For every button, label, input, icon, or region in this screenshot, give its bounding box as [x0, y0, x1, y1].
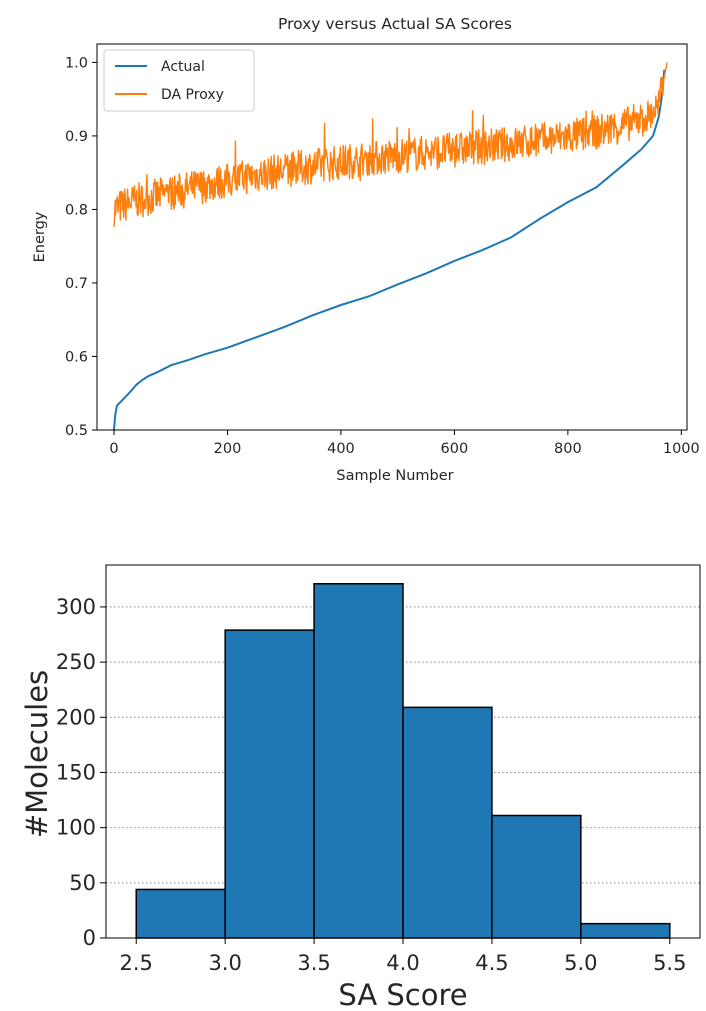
x-axis-ticks: 0 200 400 600 800 1000 [109, 430, 700, 457]
y-tick-label: 250 [56, 650, 96, 674]
y-tick-label: 200 [56, 705, 96, 729]
series-layer [113, 62, 668, 431]
x-tick-label: 4.5 [475, 951, 508, 975]
y-tick-label: 150 [56, 760, 96, 784]
histogram-bar [580, 922, 671, 939]
y-axis-label: #Molecules [20, 670, 54, 838]
y-tick-label: 100 [56, 816, 96, 840]
y-tick-label: 0 [83, 926, 96, 950]
histogram-figure: 2.5 3.0 3.5 4.0 4.5 5.0 5.5 0 50 100 150 200 250 300… [20, 564, 701, 1011]
x-tick-label: 3.5 [297, 951, 330, 975]
y-tick-label: 1.0 [65, 55, 88, 71]
histogram-bar [491, 814, 582, 939]
y-tick-label: 0.5 [65, 423, 88, 439]
y-tick-label: 0.8 [65, 202, 88, 218]
legend: Actual DA Proxy [103, 49, 255, 112]
x-axis-label: SA Score [338, 978, 467, 1011]
x-tick-label: 400 [327, 441, 355, 457]
y-tick-label: 0.9 [65, 129, 88, 145]
y-tick-label: 0.7 [65, 276, 88, 292]
x-tick-label: 5.5 [653, 951, 686, 975]
series-line-actual [113, 69, 666, 431]
x-tick-label: 600 [441, 441, 469, 457]
line-chart-figure: Proxy versus Actual SA Scores 0 200 400 600… [32, 15, 700, 484]
x-tick-label: 3.0 [208, 951, 241, 975]
x-axis-ticks: 2.5 3.0 3.5 4.0 4.5 5.0 5.5 [120, 938, 686, 975]
legend-label-actual: Actual [161, 59, 205, 75]
x-tick-label: 800 [554, 441, 582, 457]
y-axis-label: Energy [32, 211, 48, 262]
y-axis-ticks: 0.5 0.6 0.7 0.8 0.9 1.0 [65, 55, 97, 439]
chart-title: Proxy versus Actual SA Scores [278, 15, 512, 33]
x-tick-label: 4.0 [386, 951, 419, 975]
histogram-bars [135, 583, 671, 939]
plot-frame [96, 43, 688, 431]
histogram-bar [135, 888, 226, 939]
y-tick-label: 50 [69, 871, 96, 895]
series-line-da-proxy [113, 62, 668, 228]
y-tick-label: 0.6 [65, 349, 88, 365]
x-tick-label: 5.0 [564, 951, 597, 975]
y-tick-label: 300 [56, 595, 96, 619]
y-axis-ticks: 0 50 100 150 200 250 300 [56, 595, 106, 950]
x-tick-label: 200 [214, 441, 242, 457]
x-tick-label: 0 [109, 441, 118, 457]
x-axis-label: Sample Number [336, 468, 453, 484]
x-tick-label: 2.5 [120, 951, 153, 975]
histogram-bar [224, 629, 315, 939]
legend-label-da-proxy: DA Proxy [161, 87, 224, 103]
histogram-bar [313, 583, 404, 939]
x-tick-label: 1000 [663, 441, 700, 457]
histogram-bar [402, 706, 493, 939]
